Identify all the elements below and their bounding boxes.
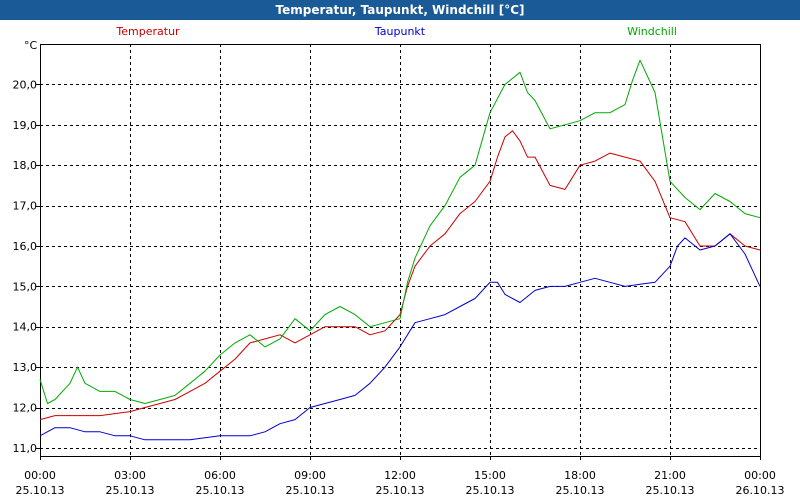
y-tick-label: 17,0 xyxy=(13,200,38,213)
x-tick-time: 03:00 xyxy=(114,469,146,482)
x-tick-date: 25.10.13 xyxy=(556,484,605,497)
legend-label-taupunkt: Taupunkt xyxy=(374,25,426,38)
grid xyxy=(40,44,760,456)
y-unit-label: °C xyxy=(24,39,38,52)
y-tick-label: 13,0 xyxy=(13,361,38,374)
x-tick-time: 12:00 xyxy=(384,469,416,482)
y-tick-label: 15,0 xyxy=(13,280,38,293)
x-tick-date: 25.10.13 xyxy=(466,484,515,497)
x-tick-date: 26.10.13 xyxy=(736,484,785,497)
x-tick-date: 25.10.13 xyxy=(376,484,425,497)
legend-label-windchill: Windchill xyxy=(627,25,677,38)
x-tick-time: 00:00 xyxy=(24,469,56,482)
x-tick-date: 25.10.13 xyxy=(286,484,335,497)
x-tick-time: 18:00 xyxy=(564,469,596,482)
y-tick-label: 19,0 xyxy=(13,119,38,132)
series-line-windchill xyxy=(39,59,761,404)
x-tick-time: 21:00 xyxy=(654,469,686,482)
y-tick-label: 14,0 xyxy=(13,321,38,334)
chart-title: Temperatur, Taupunkt, Windchill [°C] xyxy=(276,3,525,17)
title-bar xyxy=(0,0,800,20)
series-line-taupunkt xyxy=(39,233,761,441)
legend-label-temperatur: Temperatur xyxy=(115,25,180,38)
y-tick-label: 20,0 xyxy=(13,78,38,91)
x-tick-date: 25.10.13 xyxy=(16,484,65,497)
series-line-temperatur xyxy=(39,130,761,421)
y-tick-label: 18,0 xyxy=(13,159,38,172)
legend: Temperatur Taupunkt Windchill xyxy=(115,25,677,38)
x-tick-time: 09:00 xyxy=(294,469,326,482)
x-tick-time: 06:00 xyxy=(204,469,236,482)
series-lines xyxy=(39,59,761,441)
x-tick-date: 25.10.13 xyxy=(646,484,695,497)
y-axis-ticks: 11,0 12,0 13,0 14,0 15,0 16,0 17,0 18,0 19,0 20,0 xyxy=(13,78,40,455)
x-tick-date: 25.10.13 xyxy=(196,484,245,497)
x-tick-date: 25.10.13 xyxy=(106,484,155,497)
x-tick-time: 15:00 xyxy=(474,469,506,482)
y-tick-label: 12,0 xyxy=(13,402,38,415)
x-tick-time: 00:00 xyxy=(744,469,776,482)
y-tick-label: 11,0 xyxy=(13,442,38,455)
y-tick-label: 16,0 xyxy=(13,240,38,253)
x-axis-ticks: 00:00 25.10.13 03:00 25.10.13 06:00 25.10.13 0… xyxy=(16,456,785,497)
